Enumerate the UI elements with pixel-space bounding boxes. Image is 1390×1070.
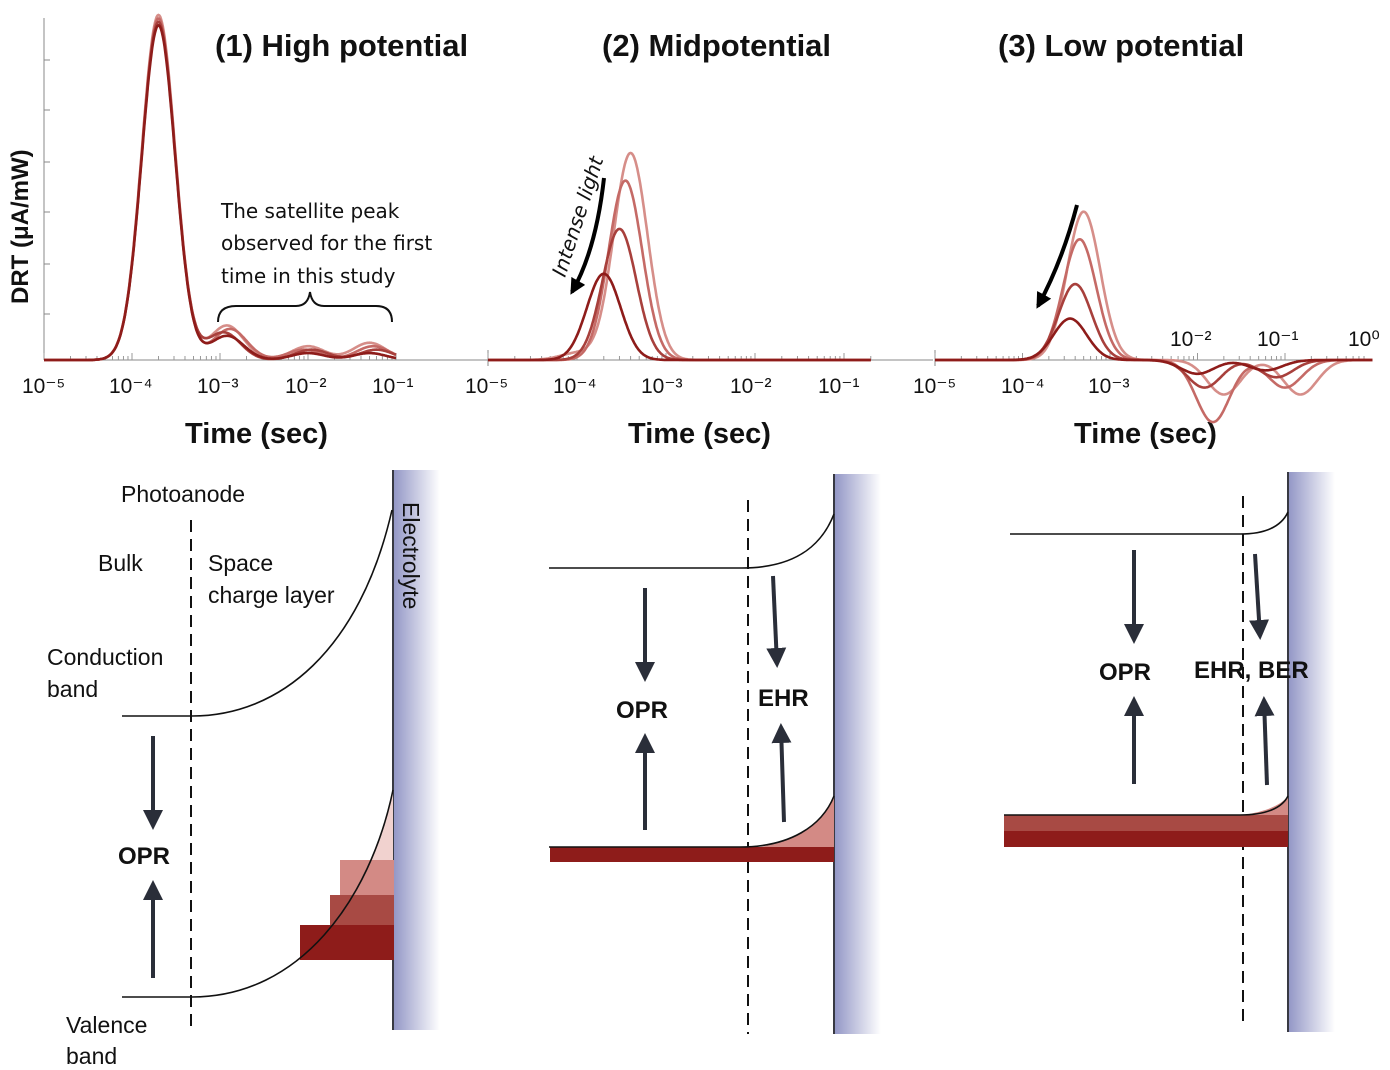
panel-2-curves xyxy=(488,151,871,362)
drt-series-line xyxy=(488,272,871,362)
drt-series-line xyxy=(935,317,1373,376)
arrow-up-2b xyxy=(771,723,792,823)
bulk-label: Bulk xyxy=(98,550,143,576)
arrow-up-3b xyxy=(1254,696,1275,786)
drt-charts: DRT (μA/mW) (1) High potential (2) Midpo… xyxy=(7,13,1380,450)
drt-series-line xyxy=(44,13,397,362)
p1-tick-1e-1: 10⁻¹ xyxy=(372,375,413,398)
drt-series-line xyxy=(488,227,871,362)
p3-tick-1e-2: 10⁻² xyxy=(1170,328,1211,351)
satellite-note-line-2: observed for the first xyxy=(221,231,432,255)
p2-tick-1e-4: 10⁻⁴ xyxy=(553,375,596,398)
conduction-band-2 xyxy=(549,513,835,569)
conduction-band-1 xyxy=(122,509,393,717)
ehr-ber-label-3: EHR, BER xyxy=(1194,657,1309,684)
conduction-band-3 xyxy=(1010,511,1289,535)
panel-1-curves xyxy=(44,13,397,362)
p3-tick-1e-5: 10⁻⁵ xyxy=(913,375,956,398)
space-charge-label-1: Space xyxy=(208,550,273,576)
panel-3-x-label: Time (sec) xyxy=(1074,418,1217,450)
satellite-note-line-3: time in this study xyxy=(221,264,396,288)
p1-tick-1e-2: 10⁻² xyxy=(285,375,326,398)
intense-light-arrow xyxy=(570,177,606,295)
ehr-label-2: EHR xyxy=(758,685,809,712)
drt-series-line xyxy=(488,179,871,362)
opr-label-3: OPR xyxy=(1099,659,1151,686)
panel-2-x-label: Time (sec) xyxy=(628,418,771,450)
conduction-band-label-1: Conduction xyxy=(47,644,163,670)
panel-1-title: (1) High potential xyxy=(215,28,468,63)
electrolyte-3 xyxy=(1287,472,1335,1032)
arrow-down-2b xyxy=(766,575,787,668)
space-charge-label-2: charge layer xyxy=(208,582,335,608)
drt-series-line xyxy=(44,20,397,362)
p1-tick-1e-5: 10⁻⁵ xyxy=(22,375,65,398)
electrolyte-label-1: Electrolyte xyxy=(398,502,424,609)
hole-fill-3c xyxy=(1244,796,1288,815)
band-diagram-1: Electrolyte Photoanode Bulk Space charge… xyxy=(47,470,440,1069)
hole-fill-3a xyxy=(1004,815,1288,831)
satellite-note-line-1: The satellite peak xyxy=(220,199,400,223)
y-axis-label: DRT (μA/mW) xyxy=(7,149,34,304)
band-diagram-2: OPR EHR xyxy=(549,474,881,1034)
p3-tick-1e-4: 10⁻⁴ xyxy=(1001,375,1044,398)
valence-band-2 xyxy=(549,795,835,848)
valence-band-label-2: band xyxy=(66,1043,117,1069)
p1-tick-1e-3: 10⁻³ xyxy=(197,375,238,398)
drt-series-line xyxy=(488,151,871,362)
hole-fill-2b xyxy=(760,796,834,847)
electrolyte-2 xyxy=(833,474,881,1034)
opr-label-1: OPR xyxy=(118,843,170,870)
valence-band-1 xyxy=(122,789,394,998)
y-axis-ticks xyxy=(44,59,50,315)
p2-tick-1e-3: 10⁻³ xyxy=(641,375,682,398)
p1-tick-1e-4: 10⁻⁴ xyxy=(109,375,152,398)
hole-fill-2a xyxy=(550,847,834,862)
p2-tick-1e-2: 10⁻² xyxy=(730,375,771,398)
band-diagram-3: OPR EHR, BER xyxy=(1004,472,1335,1032)
drt-series-line xyxy=(44,17,397,362)
panel-3-title: (3) Low potential xyxy=(998,28,1244,63)
p2-tick-1e-5: 10⁻⁵ xyxy=(465,375,508,398)
panel-3-curves xyxy=(935,210,1373,424)
arrow-down-3b xyxy=(1249,553,1270,640)
p3-tick-1e-3: 10⁻³ xyxy=(1088,375,1129,398)
p3-tick-1e-1: 10⁻¹ xyxy=(1257,328,1298,351)
drt-series-line xyxy=(44,23,397,362)
conduction-band-label-2: band xyxy=(47,676,98,702)
p2-tick-1e-1: 10⁻¹ xyxy=(818,375,859,398)
valence-band-3 xyxy=(1004,795,1289,816)
panel-2-title: (2) Midpotential xyxy=(602,28,831,63)
hole-fill-3b xyxy=(1004,831,1288,847)
satellite-brace xyxy=(217,291,393,323)
opr-label-2: OPR xyxy=(616,697,668,724)
electrolyte-1 xyxy=(392,470,440,1030)
panel-3-light-arrow xyxy=(1036,204,1079,309)
photoanode-label: Photoanode xyxy=(121,481,245,507)
drt-series-line xyxy=(935,210,1373,396)
valence-band-label-1: Valence xyxy=(66,1012,147,1038)
p3-tick-1e0: 10⁰ xyxy=(1348,328,1380,351)
hole-fill-1d xyxy=(300,925,394,960)
panel-1-x-label: Time (sec) xyxy=(185,418,328,450)
